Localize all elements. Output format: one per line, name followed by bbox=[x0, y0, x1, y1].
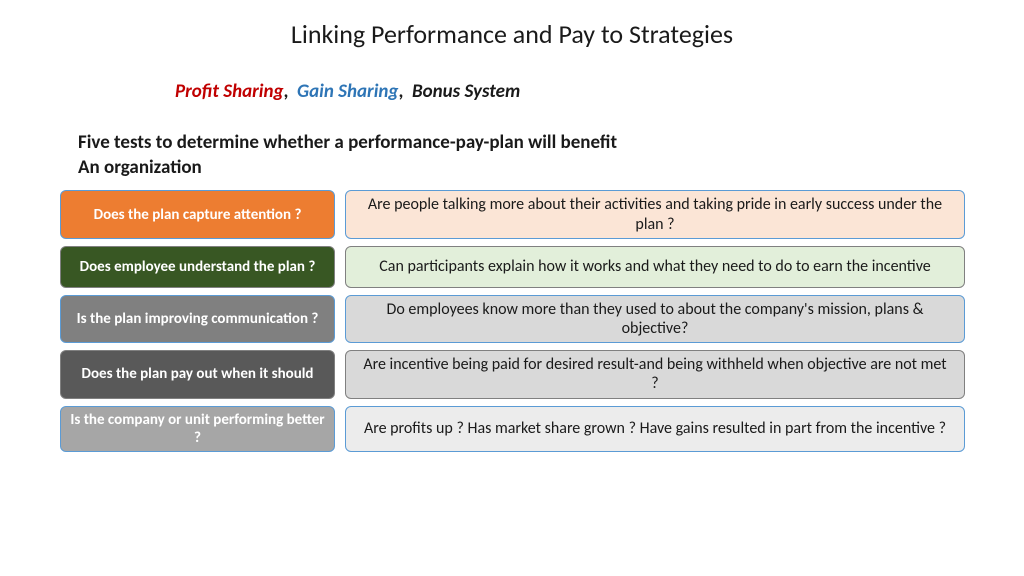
test-description-box: Do employees know more than they used to… bbox=[345, 295, 965, 343]
heading-line-2: An organization bbox=[78, 156, 1024, 181]
test-description-box: Are people talking more about their acti… bbox=[345, 190, 965, 238]
test-description-box: Are profits up ? Has market share grown … bbox=[345, 406, 965, 452]
gain-sharing-text: Gain Sharing bbox=[297, 80, 398, 103]
tests-grid: Does the plan capture attention ?Are peo… bbox=[60, 190, 965, 451]
comma-1: , bbox=[284, 80, 289, 103]
test-description-box: Can participants explain how it works an… bbox=[345, 246, 965, 288]
comma-2: , bbox=[398, 80, 403, 103]
test-question-box: Is the company or unit performing better… bbox=[60, 406, 335, 452]
test-question-box: Does the plan pay out when it should bbox=[60, 350, 335, 398]
test-row: Is the plan improving communication ?Do … bbox=[60, 295, 965, 343]
test-question-box: Does employee understand the plan ? bbox=[60, 246, 335, 288]
section-heading: Five tests to determine whether a perfor… bbox=[78, 131, 1024, 180]
test-question-box: Is the plan improving communication ? bbox=[60, 295, 335, 343]
subtitle-row: Profit Sharing, Gain Sharing, Bonus Syst… bbox=[175, 80, 1024, 103]
bonus-system-text: Bonus System bbox=[412, 80, 520, 103]
test-question-box: Does the plan capture attention ? bbox=[60, 190, 335, 238]
heading-line-1: Five tests to determine whether a perfor… bbox=[78, 131, 1024, 156]
slide-title: Linking Performance and Pay to Strategie… bbox=[0, 0, 1024, 50]
profit-sharing-text: Profit Sharing bbox=[175, 80, 284, 103]
test-row: Does employee understand the plan ?Can p… bbox=[60, 246, 965, 288]
test-row: Does the plan capture attention ?Are peo… bbox=[60, 190, 965, 238]
test-row: Is the company or unit performing better… bbox=[60, 406, 965, 452]
test-description-box: Are incentive being paid for desired res… bbox=[345, 350, 965, 398]
test-row: Does the plan pay out when it shouldAre … bbox=[60, 350, 965, 398]
